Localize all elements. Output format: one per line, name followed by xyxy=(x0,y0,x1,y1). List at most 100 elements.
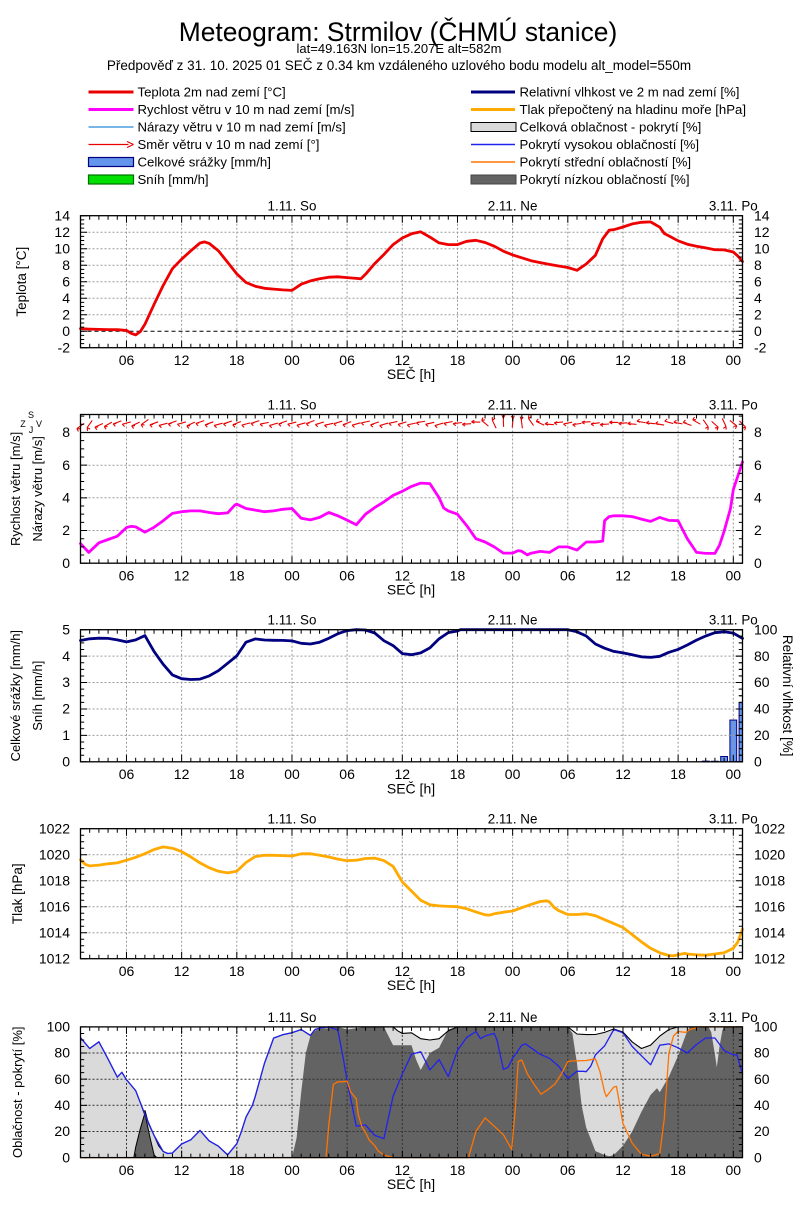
svg-text:Tlak přepočtený na hladinu moř: Tlak přepočtený na hladinu moře [hPa] xyxy=(520,102,747,117)
svg-text:100: 100 xyxy=(47,1019,71,1035)
svg-text:06: 06 xyxy=(119,567,135,583)
svg-text:4: 4 xyxy=(62,290,70,306)
svg-text:8: 8 xyxy=(754,257,762,273)
svg-text:06: 06 xyxy=(339,1162,355,1178)
svg-text:Teplota 2m nad zemí [°C]: Teplota 2m nad zemí [°C] xyxy=(138,85,286,100)
svg-text:Rychlost větru v 10 m nad zemí: Rychlost větru v 10 m nad zemí [m/s] xyxy=(138,102,355,117)
svg-text:SEČ [h]: SEČ [h] xyxy=(387,366,435,382)
svg-text:06: 06 xyxy=(119,1162,135,1178)
svg-text:Sníh [mm/h]: Sníh [mm/h] xyxy=(30,661,45,731)
svg-text:SEČ [h]: SEČ [h] xyxy=(387,780,435,796)
svg-text:1.11. So: 1.11. So xyxy=(268,398,317,413)
svg-text:12: 12 xyxy=(615,963,631,979)
svg-text:0: 0 xyxy=(754,555,762,571)
svg-text:8: 8 xyxy=(62,257,70,273)
svg-text:60: 60 xyxy=(54,1071,70,1087)
svg-text:Směr větru v 10 m nad zemí [°]: Směr větru v 10 m nad zemí [°] xyxy=(138,137,320,152)
svg-text:8: 8 xyxy=(62,424,70,440)
svg-text:00: 00 xyxy=(505,567,521,583)
svg-text:Pokrytí nízkou oblačností [%]: Pokrytí nízkou oblačností [%] xyxy=(520,172,690,187)
svg-text:80: 80 xyxy=(54,1045,70,1061)
svg-text:Nárazy větru [m/s]: Nárazy větru [m/s] xyxy=(30,436,45,541)
svg-text:00: 00 xyxy=(505,766,521,782)
svg-text:18: 18 xyxy=(229,1162,245,1178)
svg-text:2.11. Ne: 2.11. Ne xyxy=(488,812,538,827)
svg-text:60: 60 xyxy=(754,674,770,690)
svg-text:Celková oblačnost - pokrytí [%: Celková oblačnost - pokrytí [%] xyxy=(520,120,702,135)
svg-text:12: 12 xyxy=(395,963,411,979)
svg-text:-2: -2 xyxy=(58,339,71,355)
svg-text:100: 100 xyxy=(754,1019,778,1035)
svg-text:00: 00 xyxy=(505,963,521,979)
svg-text:2.11. Ne: 2.11. Ne xyxy=(488,199,538,214)
svg-text:8: 8 xyxy=(754,424,762,440)
svg-text:Tlak [hPa]: Tlak [hPa] xyxy=(10,863,25,924)
svg-text:06: 06 xyxy=(339,352,355,368)
svg-text:00: 00 xyxy=(284,766,300,782)
svg-text:SEČ [h]: SEČ [h] xyxy=(387,582,435,598)
svg-text:1.11. So: 1.11. So xyxy=(268,199,317,214)
svg-text:18: 18 xyxy=(450,352,466,368)
svg-text:12: 12 xyxy=(754,224,770,240)
svg-text:6: 6 xyxy=(62,273,70,289)
svg-text:60: 60 xyxy=(754,1071,770,1087)
svg-text:00: 00 xyxy=(726,766,742,782)
svg-text:1014: 1014 xyxy=(754,924,785,940)
svg-text:18: 18 xyxy=(670,766,686,782)
svg-text:1016: 1016 xyxy=(754,898,785,914)
svg-text:3.11. Po: 3.11. Po xyxy=(709,812,758,827)
svg-text:Meteogram: Strmilov (ČHMÚ stan: Meteogram: Strmilov (ČHMÚ stanice) xyxy=(179,17,617,47)
svg-text:12: 12 xyxy=(615,766,631,782)
svg-text:00: 00 xyxy=(726,1162,742,1178)
svg-text:0: 0 xyxy=(62,323,70,339)
svg-text:06: 06 xyxy=(339,567,355,583)
svg-text:Pokrytí vysokou oblačností [%]: Pokrytí vysokou oblačností [%] xyxy=(520,137,700,152)
svg-text:Nárazy větru v 10 m nad zemí [: Nárazy větru v 10 m nad zemí [m/s] xyxy=(138,120,346,135)
svg-text:18: 18 xyxy=(450,766,466,782)
svg-text:2: 2 xyxy=(754,306,762,322)
svg-text:Relativní vlhkost ve 2 m nad z: Relativní vlhkost ve 2 m nad zemí [%] xyxy=(520,85,740,100)
svg-text:12: 12 xyxy=(174,766,190,782)
svg-text:1012: 1012 xyxy=(39,950,70,966)
svg-text:40: 40 xyxy=(754,1097,770,1113)
svg-text:06: 06 xyxy=(560,963,576,979)
svg-text:06: 06 xyxy=(119,766,135,782)
svg-text:1.11. So: 1.11. So xyxy=(268,1010,317,1025)
svg-text:1.11. So: 1.11. So xyxy=(268,812,317,827)
svg-text:0: 0 xyxy=(62,555,70,571)
svg-text:18: 18 xyxy=(670,567,686,583)
svg-text:12: 12 xyxy=(174,1162,190,1178)
svg-text:3.11. Po: 3.11. Po xyxy=(709,398,758,413)
svg-text:2: 2 xyxy=(62,306,70,322)
svg-text:SEČ [h]: SEČ [h] xyxy=(387,977,435,993)
svg-text:1: 1 xyxy=(62,727,70,743)
svg-text:Oblačnost - pokrytí [%]: Oblačnost - pokrytí [%] xyxy=(10,1026,25,1158)
svg-text:00: 00 xyxy=(284,567,300,583)
svg-text:06: 06 xyxy=(119,352,135,368)
svg-text:SEČ [h]: SEČ [h] xyxy=(387,1176,435,1192)
svg-text:4: 4 xyxy=(62,490,70,506)
svg-text:20: 20 xyxy=(754,1123,770,1139)
svg-text:-2: -2 xyxy=(754,339,767,355)
svg-text:18: 18 xyxy=(450,963,466,979)
svg-text:18: 18 xyxy=(229,567,245,583)
svg-text:0: 0 xyxy=(754,754,762,770)
svg-text:00: 00 xyxy=(284,963,300,979)
svg-text:06: 06 xyxy=(560,766,576,782)
svg-text:12: 12 xyxy=(615,1162,631,1178)
svg-text:12: 12 xyxy=(174,352,190,368)
svg-text:12: 12 xyxy=(395,1162,411,1178)
svg-text:1022: 1022 xyxy=(39,820,70,836)
svg-text:80: 80 xyxy=(754,648,770,664)
svg-text:1014: 1014 xyxy=(39,924,70,940)
svg-text:18: 18 xyxy=(670,352,686,368)
svg-text:00: 00 xyxy=(505,1162,521,1178)
svg-text:3.11. Po: 3.11. Po xyxy=(709,1010,758,1025)
svg-text:1018: 1018 xyxy=(754,872,785,888)
svg-text:06: 06 xyxy=(339,766,355,782)
svg-text:0: 0 xyxy=(62,754,70,770)
svg-text:12: 12 xyxy=(174,567,190,583)
svg-text:40: 40 xyxy=(54,1097,70,1113)
svg-text:12: 12 xyxy=(395,766,411,782)
svg-text:12: 12 xyxy=(615,352,631,368)
